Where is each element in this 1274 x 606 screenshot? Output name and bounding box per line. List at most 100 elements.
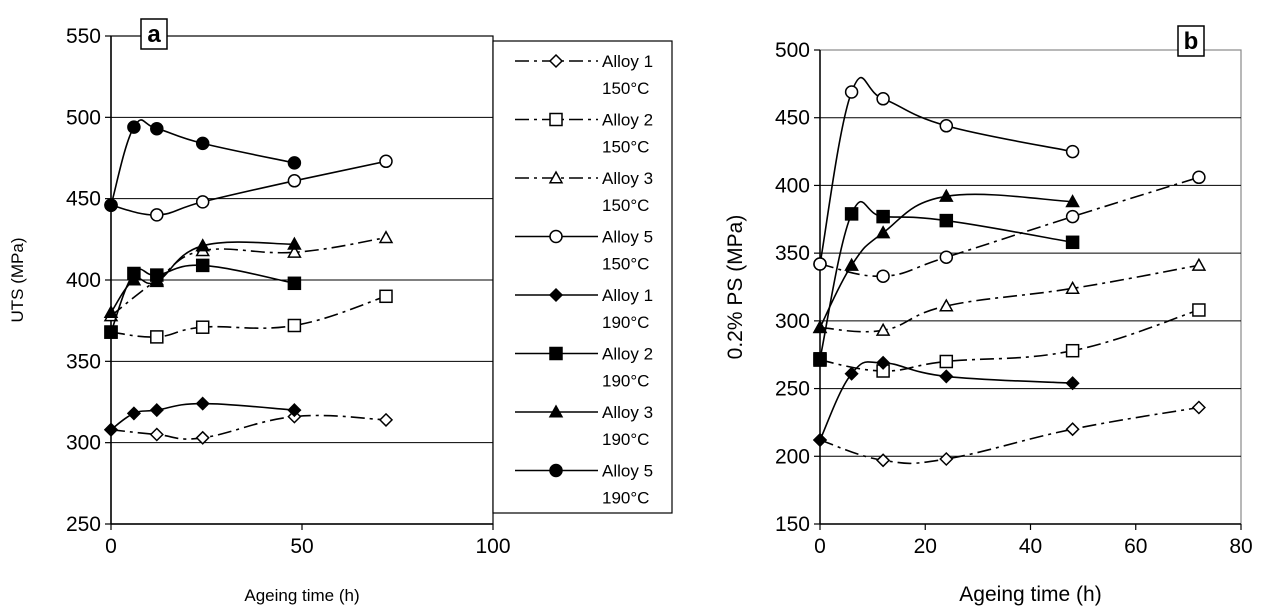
legend-label: Alloy 3 bbox=[602, 403, 653, 422]
y-tick-label: 300 bbox=[775, 310, 810, 333]
panel-label-text: a bbox=[147, 21, 161, 48]
panel-label-box bbox=[140, 18, 168, 50]
data-point bbox=[104, 325, 118, 339]
series-line bbox=[819, 309, 1200, 372]
data-point bbox=[379, 289, 393, 304]
y-tick-label: 400 bbox=[775, 174, 810, 197]
y-tick-label: 500 bbox=[775, 39, 810, 62]
y-tick-label: 500 bbox=[66, 106, 101, 129]
series-line bbox=[819, 406, 1200, 465]
data-point bbox=[875, 225, 891, 239]
data-point bbox=[1065, 280, 1080, 294]
legend-marker bbox=[549, 463, 563, 478]
data-point bbox=[195, 195, 210, 209]
data-point bbox=[844, 85, 859, 99]
data-point bbox=[287, 236, 302, 250]
x-tick-label: 0 bbox=[105, 535, 117, 558]
data-point bbox=[150, 208, 164, 222]
series-5 bbox=[103, 396, 302, 437]
y-tick-label: 450 bbox=[775, 107, 810, 130]
data-point bbox=[149, 403, 164, 418]
data-point bbox=[287, 174, 302, 188]
legend-marker bbox=[548, 404, 564, 418]
data-point bbox=[1065, 144, 1080, 159]
data-point bbox=[1191, 400, 1206, 415]
panel-label-box bbox=[1177, 25, 1205, 57]
series-8 bbox=[813, 76, 1080, 271]
y-tick-label: 250 bbox=[66, 513, 101, 536]
data-point bbox=[103, 422, 119, 437]
legend-label: Alloy 2 bbox=[602, 345, 653, 364]
chart-panel-a: 250 300 350 400 450 500 550 0 50 100 Ageing time (… bbox=[8, 18, 673, 605]
data-point bbox=[939, 213, 954, 228]
x-tick-label: 40 bbox=[1019, 535, 1042, 558]
data-point bbox=[1065, 422, 1080, 437]
data-point bbox=[378, 412, 394, 427]
legend-marker bbox=[548, 170, 564, 184]
legend-marker bbox=[548, 287, 564, 303]
y-tick-label: 450 bbox=[66, 188, 101, 211]
data-point bbox=[126, 272, 142, 286]
legend-label: 150°C bbox=[602, 138, 649, 157]
data-point bbox=[939, 188, 954, 202]
y-tick-label: 350 bbox=[66, 350, 101, 373]
data-point bbox=[844, 207, 859, 221]
y-tick-label: 550 bbox=[66, 25, 101, 48]
data-point bbox=[150, 330, 164, 344]
data-point bbox=[127, 120, 141, 134]
data-point bbox=[876, 355, 891, 370]
series-7 bbox=[812, 188, 1080, 334]
panel-label-text: b bbox=[1184, 28, 1199, 55]
legend-marker bbox=[549, 346, 563, 361]
series-6 bbox=[813, 200, 1080, 366]
x-tick-label: 20 bbox=[914, 535, 937, 558]
series-line bbox=[110, 160, 387, 216]
series-7 bbox=[103, 236, 302, 319]
legend-entry: Alloy 1 190°C bbox=[515, 286, 653, 332]
legend-label: 190°C bbox=[602, 372, 649, 391]
data-point bbox=[1065, 194, 1080, 208]
data-point bbox=[876, 269, 890, 283]
legend-entry: Alloy 2 190°C bbox=[515, 345, 653, 391]
legend-label: 190°C bbox=[602, 313, 649, 332]
data-point bbox=[876, 453, 891, 468]
data-point bbox=[875, 322, 891, 336]
legend-label: 150°C bbox=[602, 196, 649, 215]
legend-label: Alloy 5 bbox=[602, 462, 653, 481]
data-point bbox=[287, 403, 302, 418]
data-point bbox=[195, 430, 210, 445]
data-point bbox=[939, 451, 954, 467]
x-tick-label: 80 bbox=[1229, 535, 1252, 558]
legend-entry: Alloy 2 150°C bbox=[515, 111, 653, 157]
data-point bbox=[1191, 257, 1207, 271]
data-point bbox=[287, 156, 302, 170]
data-point bbox=[195, 320, 210, 334]
data-point bbox=[813, 352, 827, 366]
data-point bbox=[195, 136, 210, 151]
data-point bbox=[149, 274, 165, 288]
series-5 bbox=[812, 355, 1080, 448]
legend-label: Alloy 1 bbox=[602, 52, 653, 71]
y-tick-label: 300 bbox=[66, 432, 101, 455]
y-tick-label: 150 bbox=[775, 513, 810, 536]
data-point bbox=[1065, 343, 1080, 358]
series-line bbox=[819, 193, 1073, 328]
data-point bbox=[379, 154, 393, 169]
panel-label: a bbox=[140, 18, 168, 50]
data-point bbox=[939, 354, 954, 369]
data-point bbox=[939, 250, 954, 264]
x-axis-title: Ageing time (h) bbox=[959, 583, 1101, 606]
data-point bbox=[287, 244, 302, 258]
legend-label: Alloy 3 bbox=[602, 169, 653, 188]
series-line bbox=[110, 414, 387, 440]
data-point bbox=[149, 427, 164, 442]
x-tick-label: 100 bbox=[475, 535, 510, 558]
data-point bbox=[378, 230, 394, 244]
data-point bbox=[844, 366, 859, 381]
plot-area bbox=[819, 49, 1242, 525]
data-point bbox=[1192, 303, 1206, 317]
y-tick-label: 350 bbox=[775, 242, 810, 265]
y-tick-label: 200 bbox=[775, 445, 810, 468]
